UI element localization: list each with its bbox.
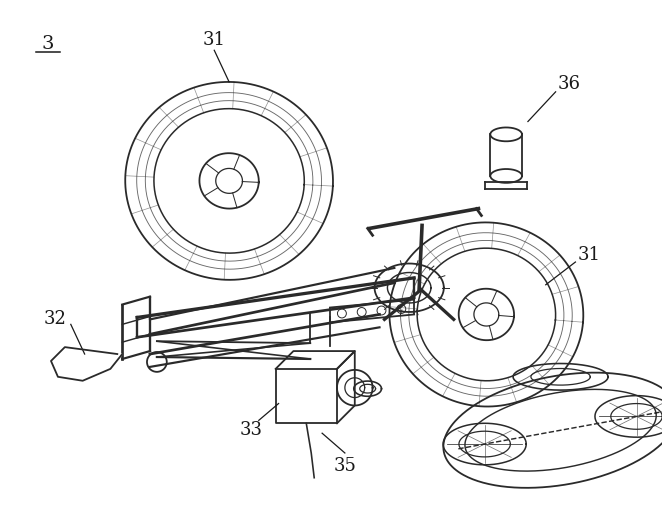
Text: 3: 3 [42,35,55,53]
Text: 31: 31 [202,31,226,50]
Polygon shape [51,347,123,381]
Text: 33: 33 [239,421,262,439]
Text: 35: 35 [334,457,356,475]
Text: 32: 32 [43,310,67,328]
Text: 31: 31 [578,246,601,264]
Text: 36: 36 [558,75,581,93]
